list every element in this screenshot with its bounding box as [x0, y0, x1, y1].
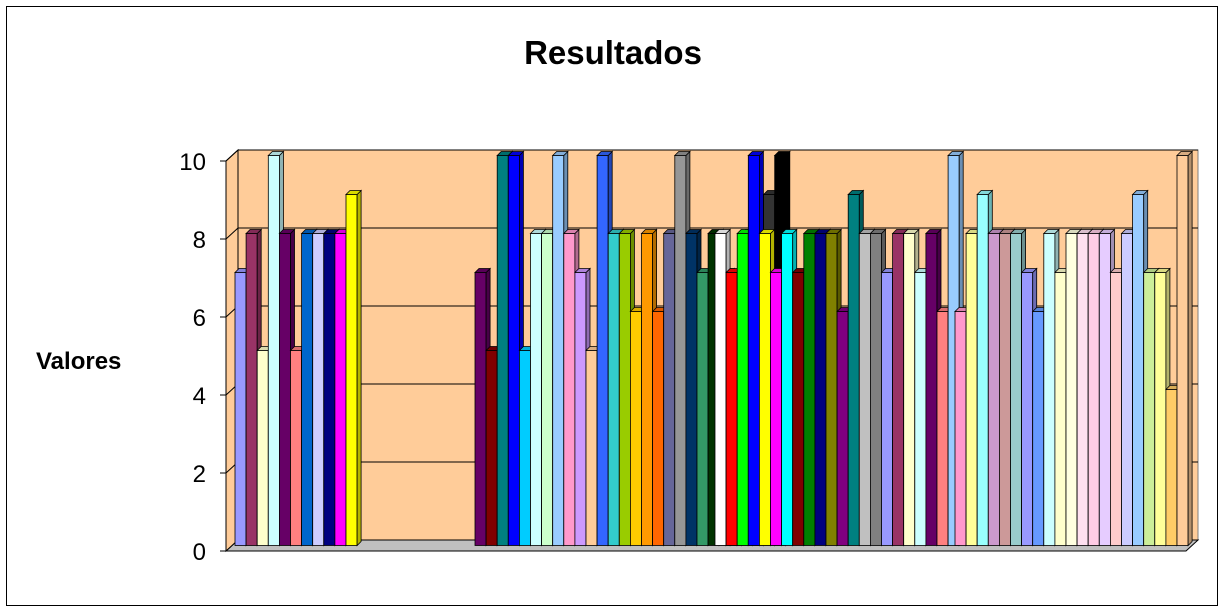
bar	[1176, 150, 1194, 547]
y-tick-label: 4	[193, 383, 206, 410]
y-tick-label: 6	[193, 305, 206, 332]
bars	[234, 150, 1194, 547]
y-tick-label: 2	[193, 461, 206, 488]
y-tick-label: 10	[179, 149, 206, 176]
y-tick-label: 8	[193, 227, 206, 254]
y-tick-label: 0	[193, 539, 206, 566]
y-axis-ticks: 0 2 4 6 8 10	[179, 149, 227, 566]
chart-title: Resultados	[524, 34, 702, 71]
y-axis-label: Valores	[36, 348, 122, 375]
bar	[345, 189, 363, 547]
gridline-side	[225, 149, 239, 162]
gridline-side	[225, 227, 239, 240]
